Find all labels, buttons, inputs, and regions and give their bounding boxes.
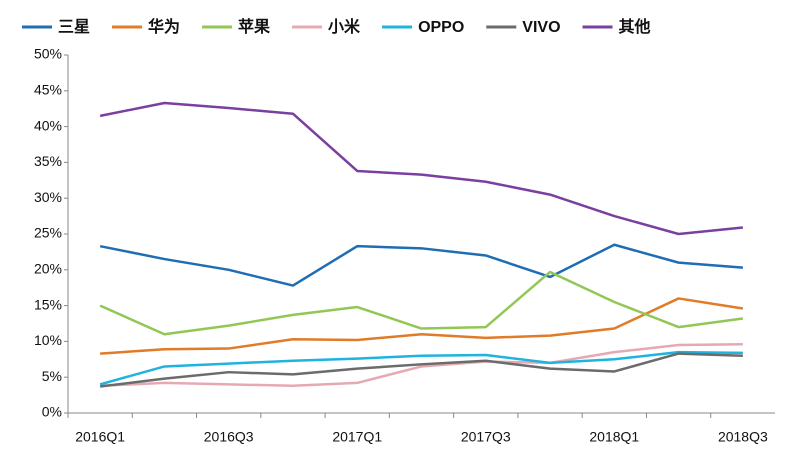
x-tick-label: 2016Q1 bbox=[75, 429, 125, 445]
legend-label: 其他 bbox=[619, 17, 651, 36]
series-line bbox=[99, 270, 744, 336]
y-tick-label: 30% bbox=[34, 189, 62, 205]
legend-label: 苹果 bbox=[238, 17, 270, 36]
y-tick-label: 20% bbox=[34, 261, 62, 277]
series-line bbox=[99, 352, 743, 388]
y-tick-label: 35% bbox=[34, 153, 62, 169]
legend-label: 华为 bbox=[148, 17, 180, 36]
y-tick-label: 45% bbox=[34, 82, 62, 98]
series-line bbox=[99, 350, 743, 386]
x-tick-label: 2017Q1 bbox=[332, 429, 382, 445]
y-tick-label: 0% bbox=[42, 404, 62, 420]
y-tick-label: 5% bbox=[42, 368, 62, 384]
y-tick-label: 50% bbox=[34, 46, 62, 62]
x-tick-label: 2018Q3 bbox=[718, 429, 768, 445]
x-tick-label: 2016Q3 bbox=[204, 429, 254, 445]
series-line bbox=[99, 243, 743, 287]
legend-label: OPPO bbox=[418, 19, 464, 36]
legend-label: 三星 bbox=[58, 18, 90, 36]
series-line bbox=[100, 343, 743, 388]
x-tick-label: 2018Q1 bbox=[589, 429, 639, 445]
y-tick-label: 40% bbox=[34, 117, 62, 133]
series-line bbox=[100, 297, 744, 355]
series-line bbox=[99, 101, 743, 236]
y-tick-label: 10% bbox=[34, 332, 62, 348]
y-tick-label: 15% bbox=[34, 296, 62, 312]
y-tick-label: 25% bbox=[34, 225, 62, 241]
x-tick-label: 2017Q3 bbox=[461, 429, 511, 445]
legend-label: VIVO bbox=[522, 19, 560, 36]
legend-label: 小米 bbox=[328, 17, 361, 36]
